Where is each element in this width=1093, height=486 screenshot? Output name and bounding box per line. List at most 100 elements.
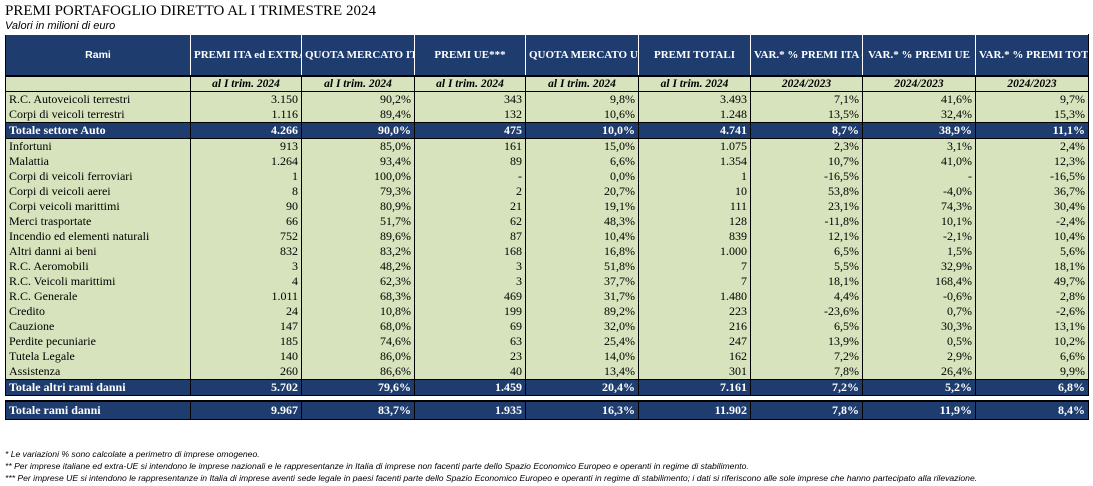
value-cell: 9,7% <box>975 91 1089 107</box>
page-title: PREMI PORTAFOGLIO DIRETTO AL I TRIMESTRE… <box>5 3 376 19</box>
ramo-name-cell: R.C. Autoveicoli terrestri <box>5 91 191 107</box>
value-cell: 2,3% <box>750 138 863 154</box>
value-cell: 1.075 <box>638 138 751 154</box>
value-cell: 0,0% <box>525 169 639 184</box>
value-cell: 11.902 <box>638 400 751 420</box>
value-cell: 41,0% <box>862 154 976 169</box>
value-cell: 7,8% <box>750 364 863 380</box>
table-row: R.C. Autoveicoli terrestri 3.150 90,2% 343 9… <box>5 91 1089 107</box>
value-cell: 36,7% <box>975 184 1089 199</box>
value-cell: 7,1% <box>750 91 863 107</box>
value-cell: 475 <box>414 122 526 139</box>
value-cell: 51,8% <box>525 259 639 274</box>
value-cell: 1.935 <box>414 400 526 420</box>
value-cell: 1 <box>190 169 302 184</box>
value-cell: 9.967 <box>190 400 302 420</box>
value-cell: 1.011 <box>190 289 302 304</box>
value-cell: 11,1% <box>975 122 1089 139</box>
value-cell: 18,1% <box>975 259 1089 274</box>
value-cell: 1.000 <box>638 244 751 259</box>
value-cell: 37,7% <box>525 274 639 289</box>
value-cell: 31,7% <box>525 289 639 304</box>
value-cell: 93,4% <box>301 154 415 169</box>
value-cell: 86,6% <box>301 364 415 380</box>
value-cell: 32,0% <box>525 319 639 334</box>
table-row: Cauzione 147 68,0% 69 32,0% 216 6,5% 30,3% 13,1% <box>5 319 1089 334</box>
value-cell: 15,3% <box>975 107 1089 123</box>
value-cell: 13,9% <box>750 334 863 349</box>
table-row: Corpi di veicoli aerei 8 79,3% 2 20,7% 10 53,8… <box>5 184 1089 199</box>
value-cell: 15,0% <box>525 138 639 154</box>
value-cell: 2,8% <box>975 289 1089 304</box>
subheader-row: al I trim. 2024 al I trim. 2024 al I tri… <box>5 76 1089 92</box>
value-cell: 162 <box>638 349 751 364</box>
table-row: R.C. Aeromobili 3 48,2% 3 51,8% 7 5,5% 32,9% 18,… <box>5 259 1089 274</box>
value-cell: 3.493 <box>638 91 751 107</box>
value-cell: 0,7% <box>862 304 976 319</box>
value-cell: 89,4% <box>301 107 415 123</box>
value-cell: -16,5% <box>750 169 863 184</box>
value-cell: 48,2% <box>301 259 415 274</box>
col-header-var-ita: VAR.* % PREMI ITA ed EXTRA UE <box>750 34 863 77</box>
value-cell: 3,1% <box>862 138 976 154</box>
value-cell: 68,3% <box>301 289 415 304</box>
value-cell: 3.150 <box>190 91 302 107</box>
value-cell: 89 <box>414 154 526 169</box>
header-row: Rami PREMI ITA ed EXTRA UE** QUOTA MERCA… <box>5 34 1089 77</box>
value-cell: 74,6% <box>301 334 415 349</box>
table-row: Corpi di veicoli terrestri 1.116 89,4% 132 1… <box>5 107 1089 123</box>
value-cell: 1 <box>638 169 751 184</box>
value-cell: 21 <box>414 199 526 214</box>
value-cell: 30,3% <box>862 319 976 334</box>
table-row: Perdite pecuniarie 185 74,6% 63 25,4% 247 13,9… <box>5 334 1089 349</box>
value-cell: 83,7% <box>301 400 415 420</box>
table-row: Malattia 1.264 93,4% 89 6,6% 1.354 10,7% 41,0% 1… <box>5 154 1089 169</box>
spacer-cell <box>5 395 1089 401</box>
table-row: Credito 24 10,8% 199 89,2% 223 -23,6% 0,7% -2,6% <box>5 304 1089 319</box>
value-cell: 839 <box>638 229 751 244</box>
value-cell: 7 <box>638 259 751 274</box>
value-cell: 111 <box>638 199 751 214</box>
table-row: Merci trasportate 66 51,7% 62 48,3% 128 -11,8%… <box>5 214 1089 229</box>
value-cell: 0,5% <box>862 334 976 349</box>
col-header-var-ue: VAR.* % PREMI UE <box>862 34 976 77</box>
value-cell: 5.702 <box>190 379 302 396</box>
value-cell: 4,4% <box>750 289 863 304</box>
footnote: ** Per imprese italiane ed extra-UE si i… <box>5 461 749 471</box>
value-cell: -2,1% <box>862 229 976 244</box>
value-cell: 1.264 <box>190 154 302 169</box>
value-cell: 7.161 <box>638 379 751 396</box>
premi-table: Rami PREMI ITA ed EXTRA UE** QUOTA MERCA… <box>5 34 1089 420</box>
value-cell: 140 <box>190 349 302 364</box>
value-cell: 168,4% <box>862 274 976 289</box>
value-cell: 832 <box>190 244 302 259</box>
value-cell: 752 <box>190 229 302 244</box>
value-cell: -0,6% <box>862 289 976 304</box>
value-cell: 90 <box>190 199 302 214</box>
value-cell: 83,2% <box>301 244 415 259</box>
value-cell: 10,6% <box>525 107 639 123</box>
table-row: R.C. Generale 1.011 68,3% 469 31,7% 1.480 4,4%… <box>5 289 1089 304</box>
value-cell: 7,8% <box>750 400 863 420</box>
value-cell: 5,6% <box>975 244 1089 259</box>
value-cell: 161 <box>414 138 526 154</box>
value-cell: 32,4% <box>862 107 976 123</box>
value-cell: 89,6% <box>301 229 415 244</box>
value-cell: 6,5% <box>750 244 863 259</box>
grand-total-row: Totale rami danni 9.967 83,7% 1.935 16,3% 11.… <box>5 400 1089 420</box>
value-cell: 16,8% <box>525 244 639 259</box>
col-header-quota-ita: QUOTA MERCATO ITA ed EXTRA UE <box>301 34 415 77</box>
subheader-cell <box>5 76 191 92</box>
value-cell: 5,5% <box>750 259 863 274</box>
table-row: Altri danni ai beni 832 83,2% 168 16,8% 1.000… <box>5 244 1089 259</box>
footnotes: * Le variazioni % sono calcolate a perim… <box>5 448 977 484</box>
page-subtitle: Valori in milioni di euro <box>5 20 116 32</box>
value-cell: 132 <box>414 107 526 123</box>
ramo-name-cell: R.C. Aeromobili <box>5 259 191 274</box>
ramo-name-cell: Corpi veicoli marittimi <box>5 199 191 214</box>
value-cell: 1.354 <box>638 154 751 169</box>
value-cell: 8,7% <box>750 122 863 139</box>
value-cell: -11,8% <box>750 214 863 229</box>
col-header-premi-ue: PREMI UE*** <box>414 34 526 77</box>
value-cell: 68,0% <box>301 319 415 334</box>
